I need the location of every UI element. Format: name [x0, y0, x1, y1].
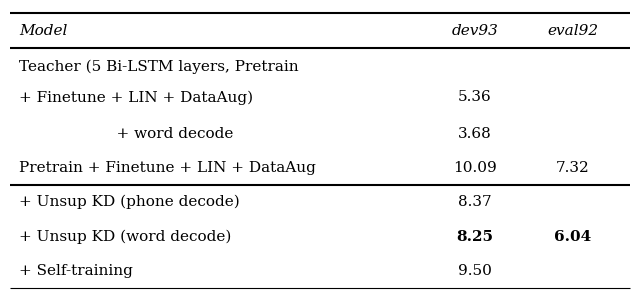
Text: 5.36: 5.36 [458, 91, 492, 105]
Text: + word decode: + word decode [19, 127, 234, 140]
Text: 3.68: 3.68 [458, 127, 492, 140]
Text: eval92: eval92 [547, 23, 598, 37]
Text: 8.37: 8.37 [458, 195, 492, 209]
Text: + Self-training: + Self-training [19, 264, 133, 278]
Text: 10.09: 10.09 [453, 161, 497, 175]
Text: dev93: dev93 [451, 23, 499, 37]
Text: 6.04: 6.04 [554, 230, 591, 244]
Text: + Unsup KD (word decode): + Unsup KD (word decode) [19, 229, 232, 244]
Text: 9.50: 9.50 [458, 264, 492, 278]
Text: + Unsup KD (phone decode): + Unsup KD (phone decode) [19, 195, 240, 209]
Text: Pretrain + Finetune + LIN + DataAug: Pretrain + Finetune + LIN + DataAug [19, 161, 316, 175]
Text: 8.25: 8.25 [456, 230, 493, 244]
Text: Model: Model [19, 23, 68, 37]
Text: Teacher (5 Bi-LSTM layers, Pretrain: Teacher (5 Bi-LSTM layers, Pretrain [19, 59, 299, 74]
Text: + Finetune + LIN + DataAug): + Finetune + LIN + DataAug) [19, 90, 253, 105]
Text: 7.32: 7.32 [556, 161, 589, 175]
